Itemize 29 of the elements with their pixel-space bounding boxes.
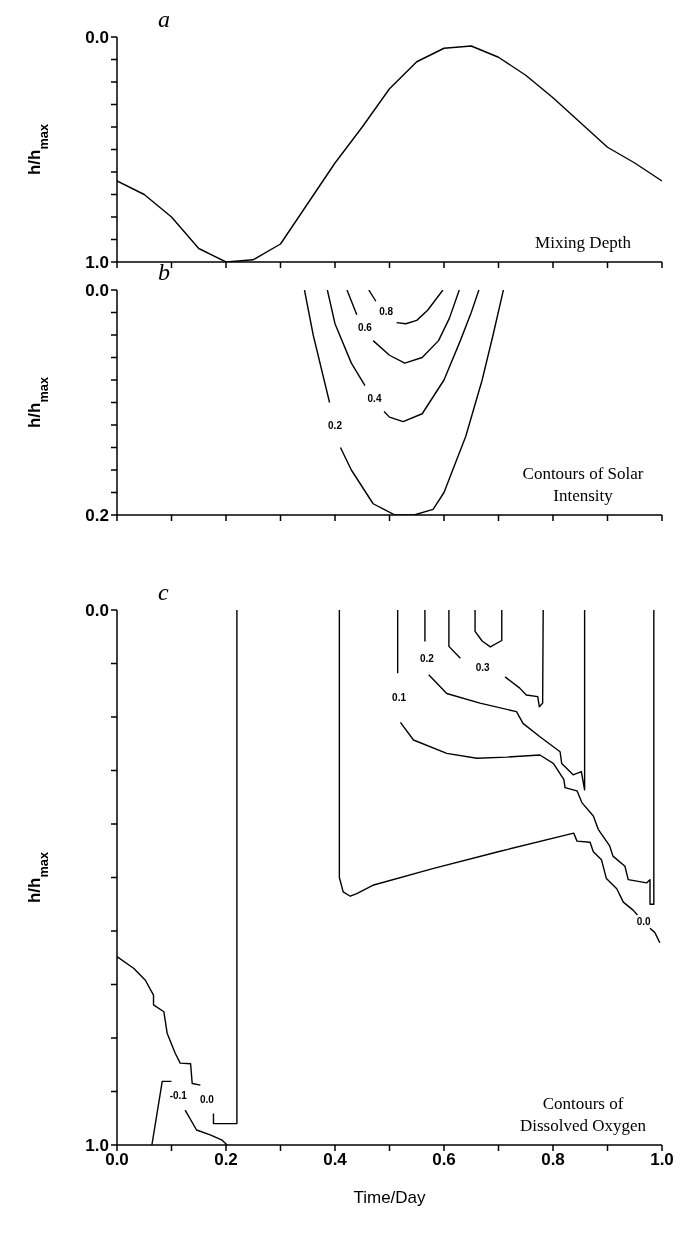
y-tick-label: 0.0 (85, 601, 109, 621)
series-label: 0.1 (392, 692, 407, 704)
y-tick-label: 0.2 (85, 506, 109, 526)
chart-title: c (158, 578, 169, 606)
annotation: Mixing Depth (534, 232, 632, 254)
x-axis-title: Time/Day (353, 1188, 427, 1207)
series-label: 0.2 (419, 652, 435, 664)
x-tick-label: 0.0 (105, 1150, 129, 1170)
x-tick-label: 0.8 (541, 1150, 565, 1170)
annotation: Contours of Solar Intensity (521, 463, 645, 507)
series-label: -0.1 (169, 1090, 188, 1102)
y-tick-label: 0.0 (85, 28, 109, 48)
annotation: Contours of Dissolved Oxygen (518, 1093, 648, 1137)
series-label: 0.4 (367, 393, 382, 405)
x-tick-label: 0.2 (214, 1150, 238, 1170)
chart-title: a (158, 5, 170, 33)
chart-title: b (158, 258, 170, 286)
series-label: 0.0 (199, 1093, 215, 1105)
series-label: 0.6 (358, 322, 373, 334)
line-series (474, 610, 503, 648)
x-tick-label: 0.6 (432, 1150, 456, 1170)
x-tick-label: 0.4 (323, 1150, 348, 1170)
x-tick-label: 1.0 (650, 1150, 674, 1170)
y-tick-label: 1.0 (85, 253, 109, 273)
series-label: 0.8 (379, 306, 394, 318)
series-label: 0.2 (328, 419, 343, 431)
y-tick-label: 0.0 (85, 281, 109, 301)
series-label: 0.3 (475, 662, 491, 674)
series-label: 0.0 (636, 916, 652, 928)
